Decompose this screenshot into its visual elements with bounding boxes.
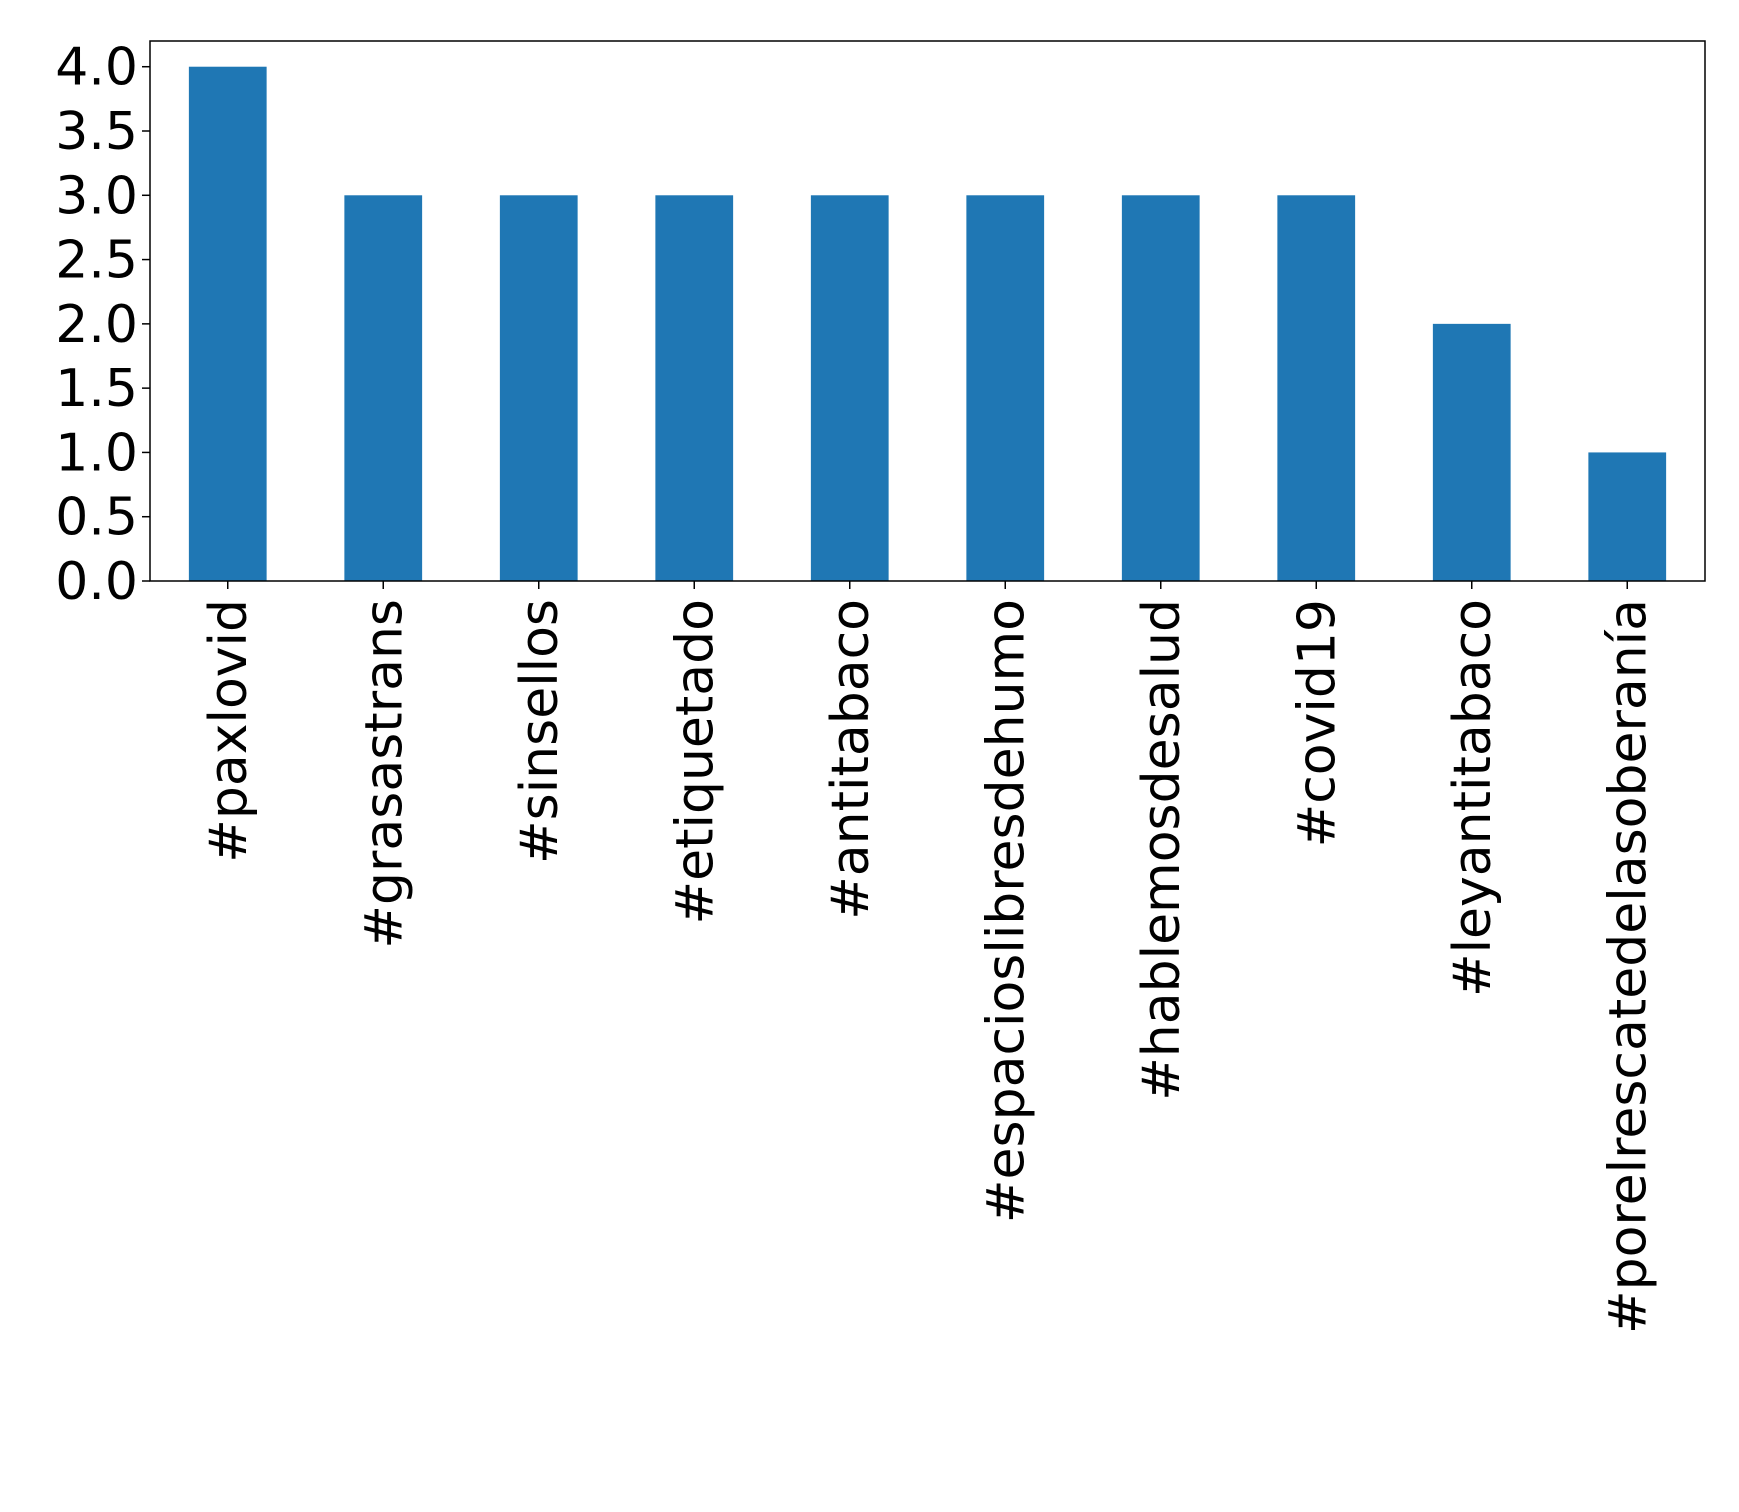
bar-etiquetado (655, 195, 734, 582)
x-axis: #paxlovid #grasastrans #sinsellos #etiqueta… (199, 581, 1658, 1334)
y-tick-label: 1.5 (55, 359, 138, 419)
y-tick-label: 3.5 (55, 102, 138, 162)
y-tick-label: 2.0 (55, 295, 138, 355)
y-tick-label: 1.0 (55, 423, 138, 483)
x-tick-label: #espacioslibresdehumo (976, 599, 1036, 1223)
bar-hablemosdesalud (1121, 195, 1200, 582)
bar-leyantitabaco (1432, 323, 1511, 581)
bar-espacioslibresdehumo (966, 195, 1045, 582)
x-tick-label: #grasastrans (354, 599, 414, 949)
bar-antitabaco (810, 195, 889, 582)
x-tick-label: #porelrescatedelasoberanía (1598, 599, 1658, 1334)
x-tick-label: #leyantitabaco (1443, 599, 1503, 997)
y-tick-label: 0.0 (55, 552, 138, 612)
y-tick-label: 3.0 (55, 166, 138, 226)
x-tick-label: #covid19 (1287, 599, 1347, 847)
plot-frame (149, 40, 1706, 582)
y-tick-label: 2.5 (55, 231, 138, 291)
bar-paxlovid (188, 66, 267, 581)
bar-sinsellos (499, 195, 578, 582)
x-tick-label: #paxlovid (199, 599, 259, 863)
y-axis: 0.00.51.01.52.02.53.03.54.0 (55, 38, 150, 612)
bar-porelrescatedelasoberanía (1588, 452, 1667, 581)
x-tick-label: #hablemosdesalud (1132, 599, 1192, 1101)
bar-grasastrans (344, 195, 423, 582)
x-tick-label: #sinsellos (510, 599, 570, 864)
bar-covid19 (1277, 195, 1356, 582)
bars-group (188, 66, 1667, 582)
x-tick-label: #etiquetado (665, 599, 725, 924)
x-tick-label: #antitabaco (821, 599, 881, 920)
y-tick-label: 4.0 (55, 38, 138, 98)
y-tick-label: 0.5 (55, 488, 138, 548)
